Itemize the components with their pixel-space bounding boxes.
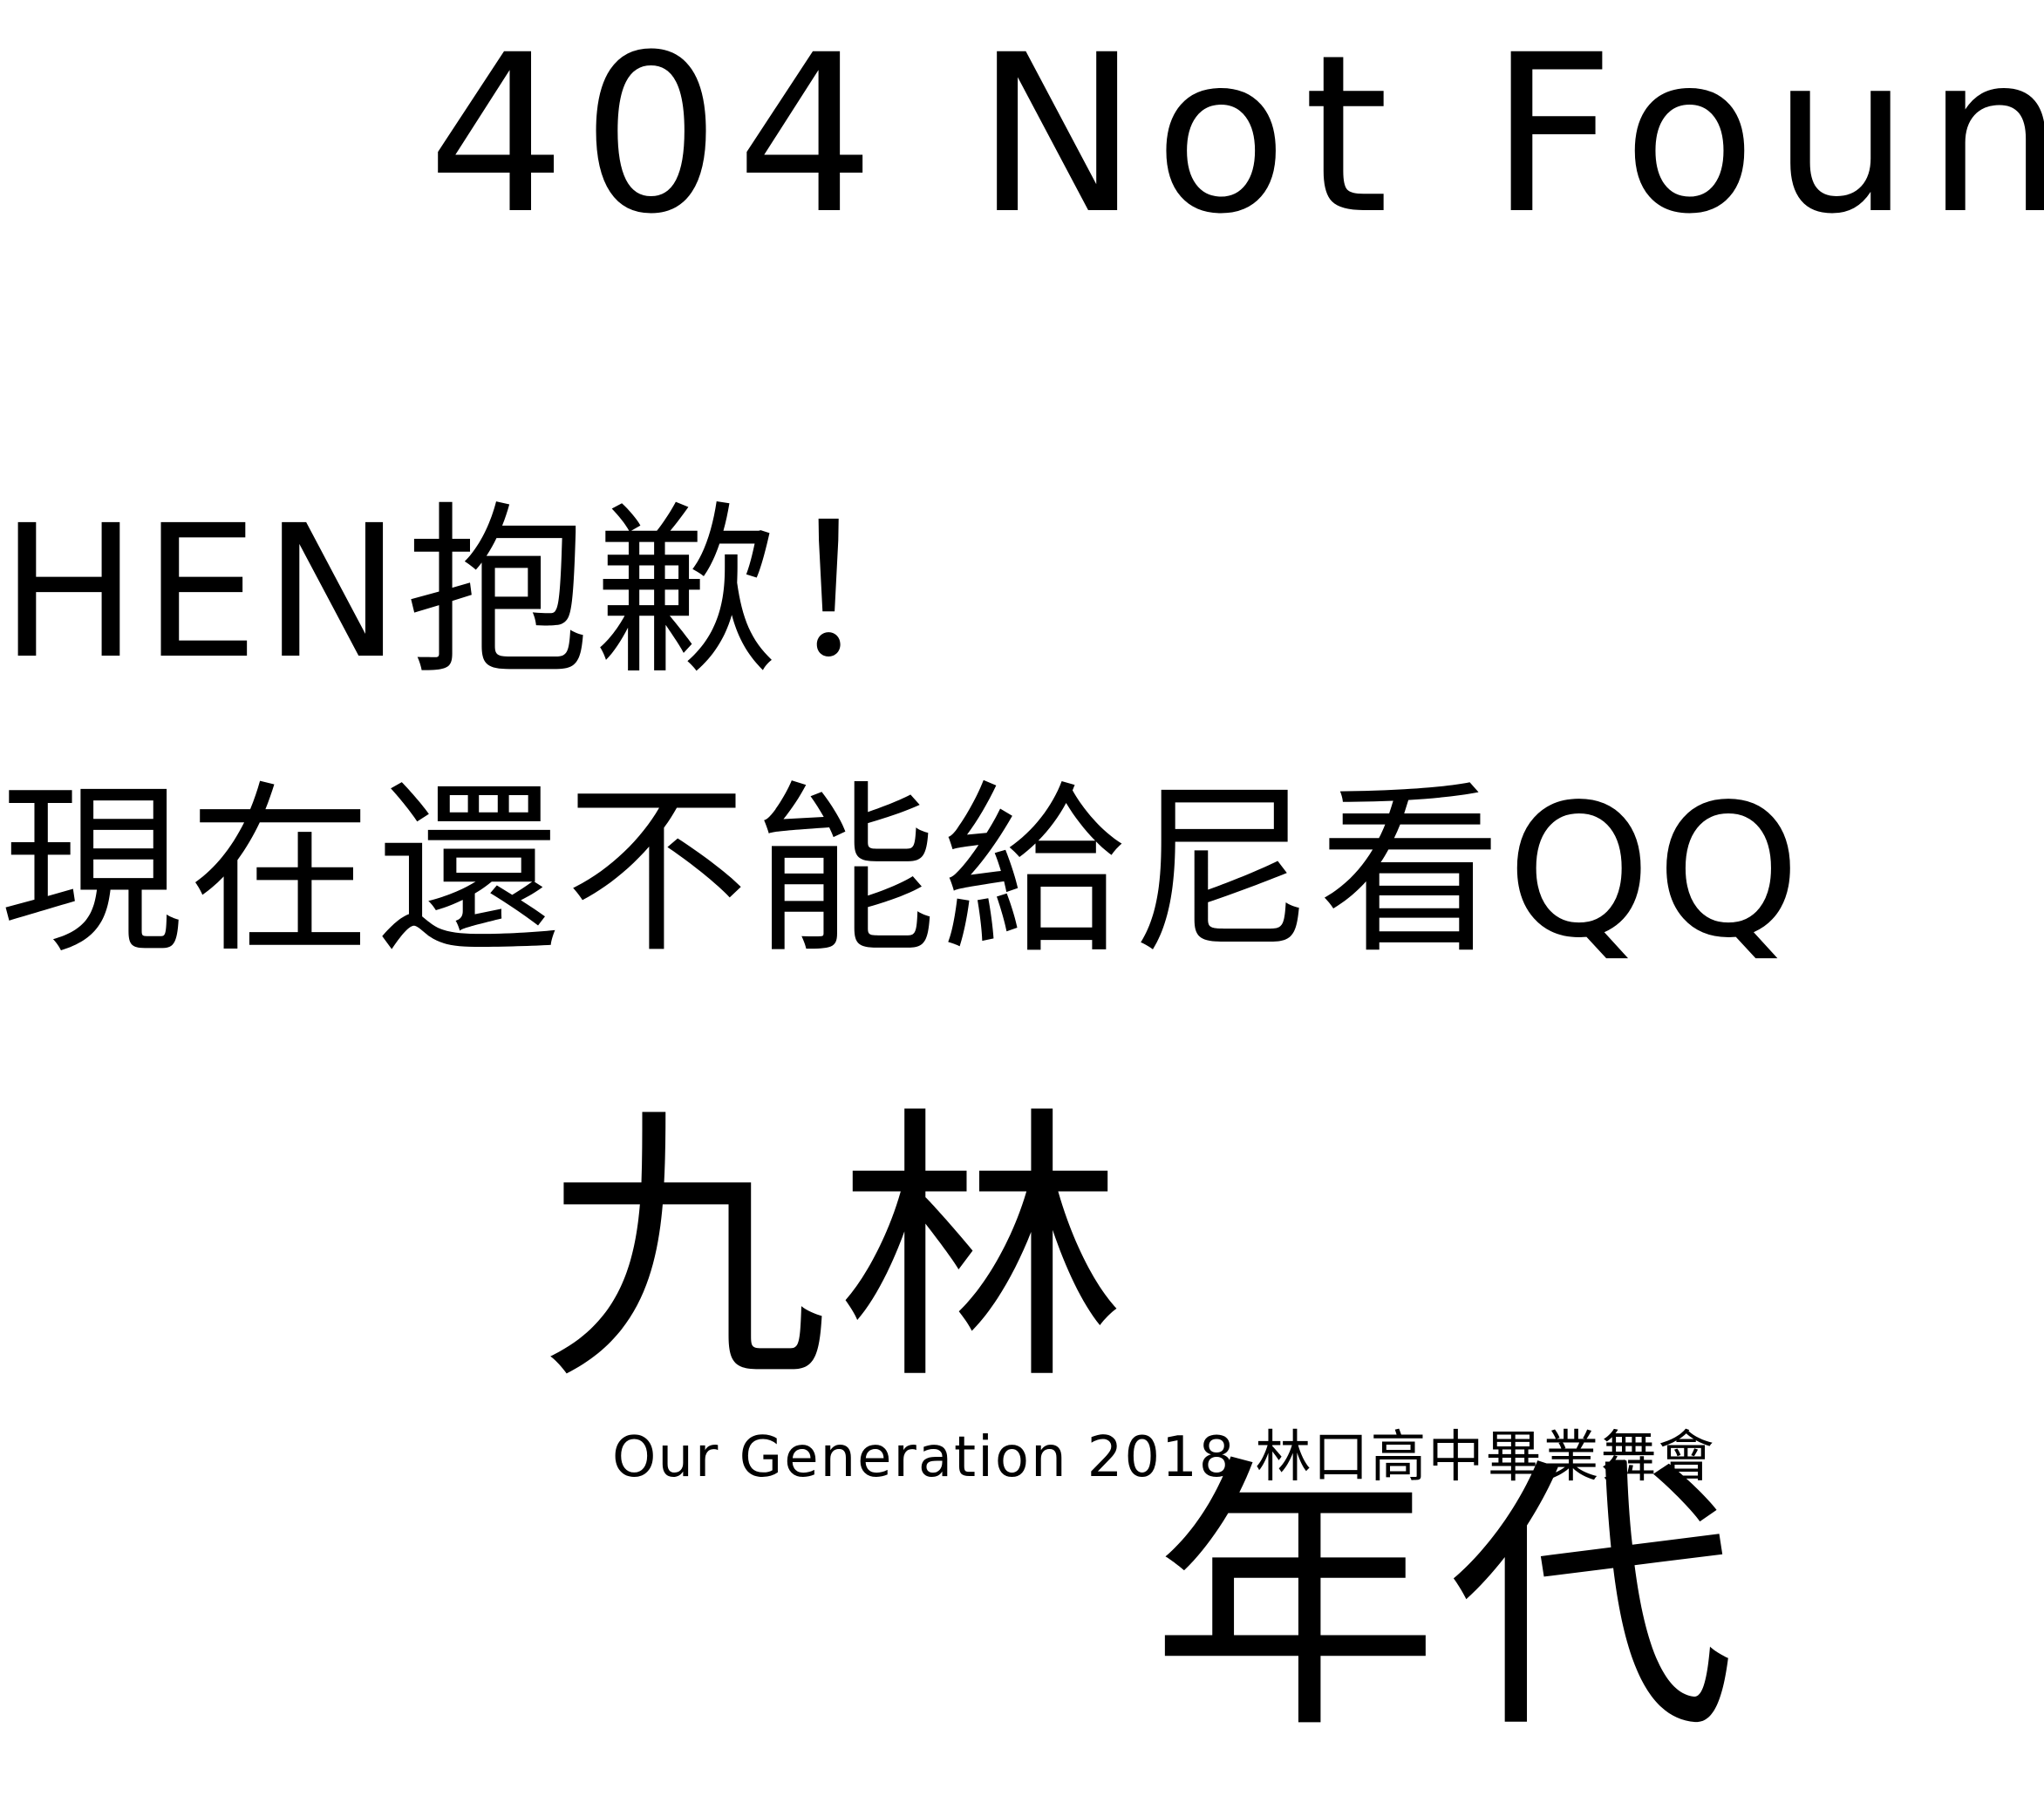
logo-title-top: 九林 [541, 1084, 1134, 1418]
event-logo: 九林 Our Generation 2018 林口高中畢業舞會 年代 [541, 1107, 1761, 1796]
apology-line-2: 現在還不能給尼看QQ [0, 765, 1806, 978]
logo-title-bottom: 年代 [1151, 1432, 1744, 1767]
apology-message: HEN抱歉！ 現在還不能給尼看QQ [0, 453, 2041, 1011]
logo-subtitle: Our Generation 2018 林口高中畢業舞會 [612, 1430, 1716, 1486]
logo-subtitle-year: 2018 [1087, 1425, 1237, 1490]
apology-line-1: HEN抱歉！ [0, 486, 971, 699]
logo-subtitle-english: Our Generation [612, 1425, 1068, 1490]
error-heading: 404 Not Found [427, 8, 2044, 262]
logo-subtitle-chinese: 林口高中畢業舞會 [1255, 1425, 1716, 1490]
